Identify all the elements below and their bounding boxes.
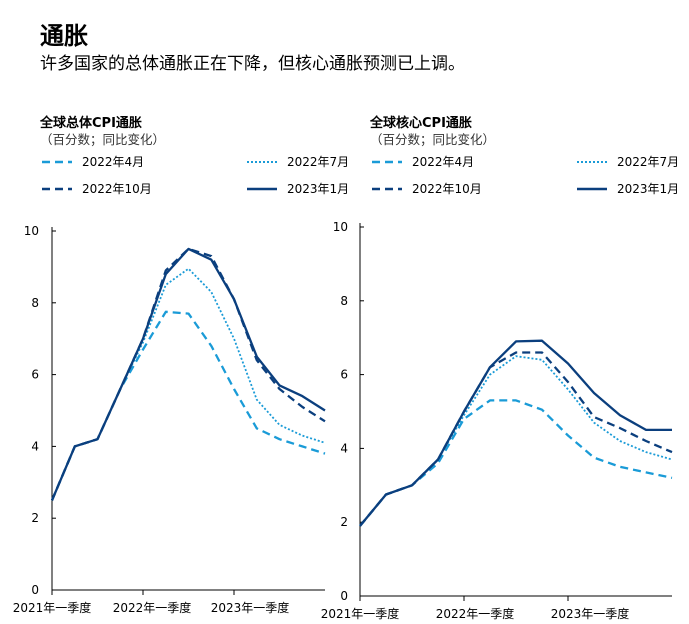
legend-label: 2022年10月 [82,182,152,196]
y-tick-label: 4 [340,441,348,455]
legend-item: 2022年4月 [40,153,144,170]
legend-swatch [577,187,607,190]
legend-label: 2022年10月 [412,182,482,196]
chart-plot-headline: 0 2 4 6 8 10 2021年一季度 2022年一季度 2023年一季度 [13,224,326,615]
y-tick-label: 8 [340,294,348,308]
y-tick-label: 10 [24,224,39,238]
y-tick-label: 2 [31,511,39,525]
legend-swatch [42,187,72,190]
y-tick-label: 2 [340,515,348,529]
legend-swatch [247,160,277,163]
legend-item: 2022年10月 [370,180,482,197]
legend-swatch [247,187,277,190]
chart-plot-core: 0 2 4 6 8 10 2021年一季度 2022年一季度 2023年一季度 [321,220,673,621]
chart-subtitle: （百分数；同比变化） [370,132,496,147]
legend-swatch [372,160,402,163]
page-subtitle: 许多国家的总体通胀正在下降，但核心通胀预测已上调。 [40,54,465,74]
legend-item: 2023年1月 [245,180,349,197]
y-tick-label: 6 [340,368,348,382]
legend-label: 2023年1月 [287,182,350,196]
x-tick-label: 2022年一季度 [113,600,192,615]
legend-swatch [577,160,607,163]
x-tick-label: 2022年一季度 [436,606,515,621]
y-tick-label: 0 [340,589,348,603]
series-line-4 [359,339,672,527]
chart-title: 全球总体CPI通胀 [40,116,142,131]
y-tick-label: 10 [333,220,348,234]
legend-label: 2022年4月 [412,155,475,169]
chart-title: 全球核心CPI通胀 [370,116,472,131]
series-line-3 [359,351,673,527]
series-line-1 [50,310,326,501]
series-line-3 [50,247,326,501]
legend: 2022年4月 2022年7月 2022年10月 2023年1月 [370,153,689,213]
x-tick-label: 2021年一季度 [321,606,400,621]
legend-item: 2022年10月 [40,180,152,197]
legend-swatch [42,160,72,163]
legend-item: 2023年1月 [575,180,679,197]
legend-item: 2022年4月 [370,153,474,170]
y-tick-label: 0 [31,583,39,597]
legend-label: 2022年7月 [287,155,350,169]
chart-subtitle: （百分数；同比变化） [40,132,166,147]
legend-item: 2022年7月 [245,153,349,170]
y-tick-label: 4 [31,439,39,453]
x-tick-label: 2021年一季度 [13,600,92,615]
legend-label: 2022年7月 [617,155,680,169]
y-tick-label: 8 [31,296,39,310]
x-tick-label: 2023年一季度 [551,606,630,621]
legend-label: 2023年1月 [617,182,680,196]
series-line-4 [50,247,326,501]
series-line-2 [51,267,326,501]
legend-label: 2022年4月 [82,155,145,169]
legend: 2022年4月 2022年7月 2022年10月 2023年1月 [40,153,370,213]
x-tick-label: 2023年一季度 [211,600,290,615]
legend-swatch [372,187,402,190]
y-tick-label: 6 [31,368,39,382]
page-title: 通胀 [40,22,88,50]
series-line-2 [359,355,673,527]
legend-item: 2022年7月 [575,153,679,170]
